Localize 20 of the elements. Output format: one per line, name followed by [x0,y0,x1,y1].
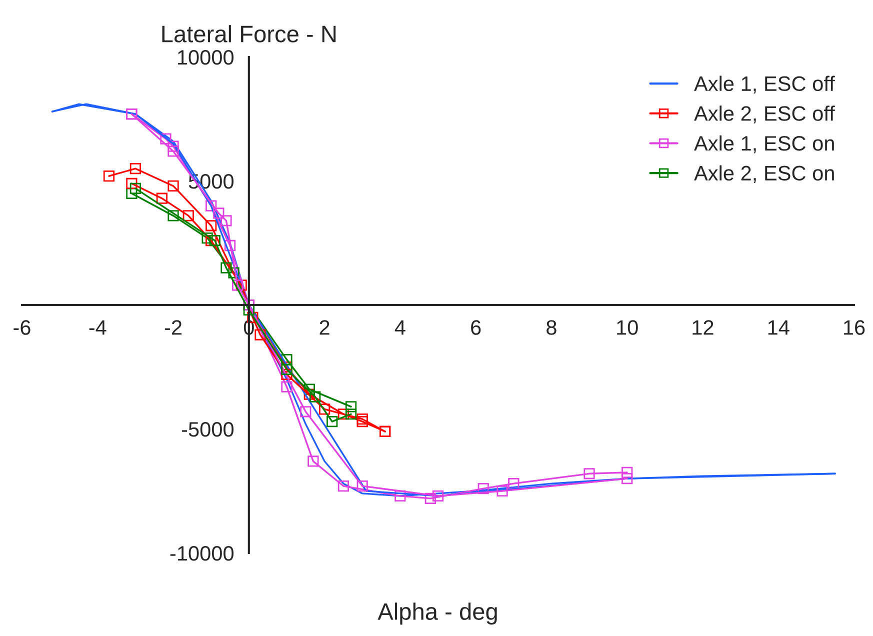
x-tick-label: 16 [844,320,865,335]
x-tick-label: 14 [768,320,790,335]
x-tick-label: 12 [692,320,714,335]
legend-label: Axle 1, ESC on [694,135,834,154]
x-axis-title: Alpha - deg [378,602,497,625]
x-tick-label: 2 [320,320,330,335]
y-tick-label: -5000 [182,422,234,437]
x-tick-label: -2 [164,320,182,335]
legend-label: Axle 2, ESC off [694,106,835,124]
legend-label: Axle 1, ESC off [694,76,835,94]
x-tick-label: 8 [546,320,556,335]
y-tick-label: 10000 [178,50,234,65]
y-axis-title: Lateral Force - N [162,25,336,42]
legend-label: Axle 2, ESC on [694,165,834,184]
x-tick-label: 6 [471,320,481,335]
x-tick-label: -4 [89,320,106,335]
y-tick-label: -10000 [170,546,234,561]
x-tick-label: 4 [394,320,406,335]
x-tick-label: -6 [14,320,30,335]
x-tick-label: 10 [617,320,638,335]
